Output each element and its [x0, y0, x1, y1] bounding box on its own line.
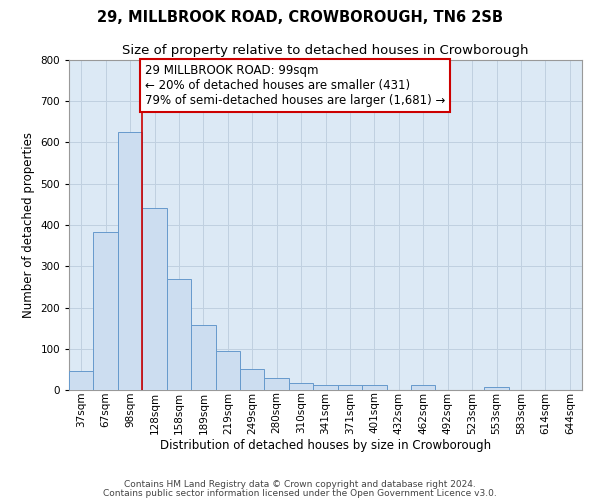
Y-axis label: Number of detached properties: Number of detached properties — [22, 132, 35, 318]
Bar — [240, 369, 265, 390]
Bar — [362, 385, 386, 390]
Text: 29, MILLBROOK ROAD, CROWBOROUGH, TN6 2SB: 29, MILLBROOK ROAD, CROWBOROUGH, TN6 2SB — [97, 10, 503, 25]
Bar — [142, 208, 167, 390]
Text: Contains HM Land Registry data © Crown copyright and database right 2024.: Contains HM Land Registry data © Crown c… — [124, 480, 476, 489]
Bar — [265, 378, 289, 390]
Bar — [167, 280, 191, 390]
Bar — [289, 384, 313, 390]
Text: 29 MILLBROOK ROAD: 99sqm
← 20% of detached houses are smaller (431)
79% of semi-: 29 MILLBROOK ROAD: 99sqm ← 20% of detach… — [145, 64, 445, 107]
Bar — [484, 386, 509, 390]
Title: Size of property relative to detached houses in Crowborough: Size of property relative to detached ho… — [122, 44, 529, 58]
Bar — [215, 351, 240, 390]
Bar — [338, 385, 362, 390]
Bar — [94, 232, 118, 390]
X-axis label: Distribution of detached houses by size in Crowborough: Distribution of detached houses by size … — [160, 439, 491, 452]
Bar — [69, 370, 94, 390]
Bar — [313, 385, 338, 390]
Bar — [411, 385, 436, 390]
Bar — [118, 132, 142, 390]
Bar — [191, 325, 215, 390]
Text: Contains public sector information licensed under the Open Government Licence v3: Contains public sector information licen… — [103, 488, 497, 498]
